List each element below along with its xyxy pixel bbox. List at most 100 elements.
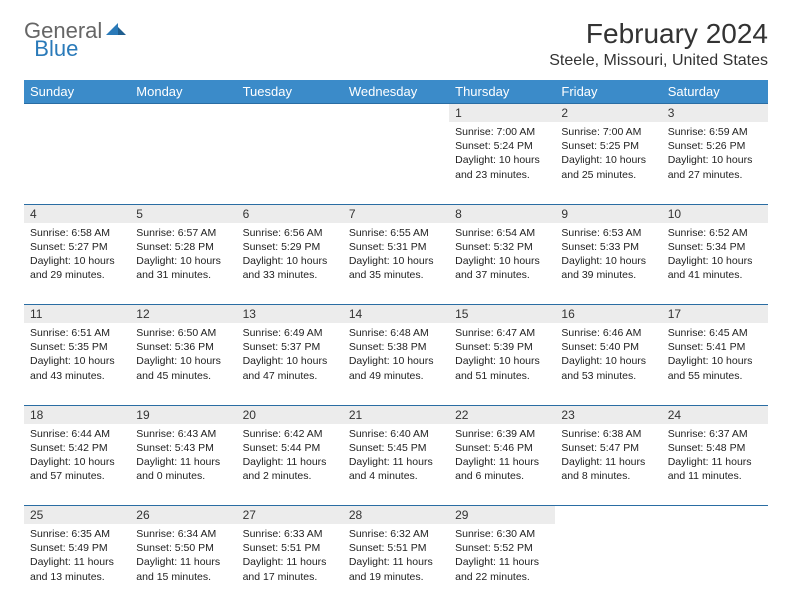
daylight-line: Daylight: 10 hours and 51 minutes. (455, 354, 549, 382)
sunset-line: Sunset: 5:36 PM (136, 340, 230, 354)
day-info-cell: Sunrise: 6:48 AMSunset: 5:38 PMDaylight:… (343, 323, 449, 405)
day-number-cell (343, 104, 449, 123)
sunset-line: Sunset: 5:44 PM (243, 441, 337, 455)
daylight-line: Daylight: 11 hours and 2 minutes. (243, 455, 337, 483)
day-info: Sunrise: 6:54 AMSunset: 5:32 PMDaylight:… (449, 223, 555, 289)
daylight-line: Daylight: 10 hours and 55 minutes. (668, 354, 762, 382)
day-info-cell: Sunrise: 6:53 AMSunset: 5:33 PMDaylight:… (555, 223, 661, 305)
day-info-cell: Sunrise: 6:52 AMSunset: 5:34 PMDaylight:… (662, 223, 768, 305)
sunset-line: Sunset: 5:34 PM (668, 240, 762, 254)
day-number: 21 (343, 406, 449, 424)
daylight-line: Daylight: 10 hours and 31 minutes. (136, 254, 230, 282)
daylight-line: Daylight: 10 hours and 33 minutes. (243, 254, 337, 282)
sunset-line: Sunset: 5:42 PM (30, 441, 124, 455)
sunrise-line: Sunrise: 6:39 AM (455, 427, 549, 441)
day-header: Thursday (449, 80, 555, 104)
day-info: Sunrise: 6:59 AMSunset: 5:26 PMDaylight:… (662, 122, 768, 188)
sunrise-line: Sunrise: 7:00 AM (561, 125, 655, 139)
sunset-line: Sunset: 5:29 PM (243, 240, 337, 254)
day-number: 29 (449, 506, 555, 524)
day-number-cell: 3 (662, 104, 768, 123)
day-info-cell: Sunrise: 6:45 AMSunset: 5:41 PMDaylight:… (662, 323, 768, 405)
day-info-cell: Sunrise: 6:32 AMSunset: 5:51 PMDaylight:… (343, 524, 449, 606)
day-info: Sunrise: 6:56 AMSunset: 5:29 PMDaylight:… (237, 223, 343, 289)
day-number: 16 (555, 305, 661, 323)
sunrise-line: Sunrise: 6:30 AM (455, 527, 549, 541)
day-info: Sunrise: 6:33 AMSunset: 5:51 PMDaylight:… (237, 524, 343, 590)
day-number-cell: 23 (555, 405, 661, 424)
day-info-cell: Sunrise: 6:44 AMSunset: 5:42 PMDaylight:… (24, 424, 130, 506)
day-number-cell: 8 (449, 204, 555, 223)
sunrise-line: Sunrise: 6:35 AM (30, 527, 124, 541)
day-info: Sunrise: 6:55 AMSunset: 5:31 PMDaylight:… (343, 223, 449, 289)
day-info-cell: Sunrise: 7:00 AMSunset: 5:24 PMDaylight:… (449, 122, 555, 204)
day-number-cell: 25 (24, 506, 130, 525)
sunset-line: Sunset: 5:27 PM (30, 240, 124, 254)
sunset-line: Sunset: 5:40 PM (561, 340, 655, 354)
day-info-cell: Sunrise: 6:34 AMSunset: 5:50 PMDaylight:… (130, 524, 236, 606)
day-info-cell: Sunrise: 6:55 AMSunset: 5:31 PMDaylight:… (343, 223, 449, 305)
location: Steele, Missouri, United States (549, 52, 768, 70)
day-info-cell: Sunrise: 6:38 AMSunset: 5:47 PMDaylight:… (555, 424, 661, 506)
daylight-line: Daylight: 10 hours and 53 minutes. (561, 354, 655, 382)
day-number: 22 (449, 406, 555, 424)
daylight-line: Daylight: 10 hours and 39 minutes. (561, 254, 655, 282)
day-info: Sunrise: 6:43 AMSunset: 5:43 PMDaylight:… (130, 424, 236, 490)
day-number-cell: 21 (343, 405, 449, 424)
day-number-cell: 20 (237, 405, 343, 424)
day-number: 9 (555, 205, 661, 223)
sunrise-line: Sunrise: 6:47 AM (455, 326, 549, 340)
day-number: 26 (130, 506, 236, 524)
day-info-cell (130, 122, 236, 204)
day-info-cell: Sunrise: 6:39 AMSunset: 5:46 PMDaylight:… (449, 424, 555, 506)
day-number: 10 (662, 205, 768, 223)
day-info: Sunrise: 6:32 AMSunset: 5:51 PMDaylight:… (343, 524, 449, 590)
day-info: Sunrise: 6:48 AMSunset: 5:38 PMDaylight:… (343, 323, 449, 389)
sunrise-line: Sunrise: 6:52 AM (668, 226, 762, 240)
daylight-line: Daylight: 10 hours and 27 minutes. (668, 153, 762, 181)
day-info: Sunrise: 6:38 AMSunset: 5:47 PMDaylight:… (555, 424, 661, 490)
day-info-cell: Sunrise: 6:59 AMSunset: 5:26 PMDaylight:… (662, 122, 768, 204)
daylight-line: Daylight: 10 hours and 25 minutes. (561, 153, 655, 181)
sunset-line: Sunset: 5:26 PM (668, 139, 762, 153)
day-info-cell (555, 524, 661, 606)
sunset-line: Sunset: 5:32 PM (455, 240, 549, 254)
brand-part2: Blue (34, 36, 78, 62)
sunset-line: Sunset: 5:51 PM (349, 541, 443, 555)
day-number: 5 (130, 205, 236, 223)
day-number-cell: 2 (555, 104, 661, 123)
day-number-cell: 18 (24, 405, 130, 424)
day-number: 17 (662, 305, 768, 323)
day-header: Saturday (662, 80, 768, 104)
day-number: 3 (662, 104, 768, 122)
day-info-cell: Sunrise: 6:58 AMSunset: 5:27 PMDaylight:… (24, 223, 130, 305)
day-info: Sunrise: 6:37 AMSunset: 5:48 PMDaylight:… (662, 424, 768, 490)
header: General Blue February 2024 Steele, Misso… (24, 18, 768, 70)
day-number-cell: 14 (343, 305, 449, 324)
day-number-cell (555, 506, 661, 525)
sunset-line: Sunset: 5:47 PM (561, 441, 655, 455)
day-info: Sunrise: 6:53 AMSunset: 5:33 PMDaylight:… (555, 223, 661, 289)
day-info: Sunrise: 6:39 AMSunset: 5:46 PMDaylight:… (449, 424, 555, 490)
sunrise-line: Sunrise: 6:46 AM (561, 326, 655, 340)
daylight-line: Daylight: 11 hours and 19 minutes. (349, 555, 443, 583)
day-info: Sunrise: 7:00 AMSunset: 5:24 PMDaylight:… (449, 122, 555, 188)
day-info-cell: Sunrise: 6:51 AMSunset: 5:35 PMDaylight:… (24, 323, 130, 405)
day-info-cell (662, 524, 768, 606)
sunset-line: Sunset: 5:25 PM (561, 139, 655, 153)
day-info-cell (237, 122, 343, 204)
daylight-line: Daylight: 11 hours and 22 minutes. (455, 555, 549, 583)
daylight-line: Daylight: 10 hours and 35 minutes. (349, 254, 443, 282)
sunrise-line: Sunrise: 6:51 AM (30, 326, 124, 340)
day-number-cell: 17 (662, 305, 768, 324)
day-number-cell: 28 (343, 506, 449, 525)
day-info-cell: Sunrise: 6:54 AMSunset: 5:32 PMDaylight:… (449, 223, 555, 305)
day-number-cell: 27 (237, 506, 343, 525)
daylight-line: Daylight: 11 hours and 11 minutes. (668, 455, 762, 483)
day-info: Sunrise: 6:47 AMSunset: 5:39 PMDaylight:… (449, 323, 555, 389)
sunrise-line: Sunrise: 6:58 AM (30, 226, 124, 240)
day-number-cell: 12 (130, 305, 236, 324)
day-header: Wednesday (343, 80, 449, 104)
day-number-cell: 24 (662, 405, 768, 424)
day-info-cell: Sunrise: 6:56 AMSunset: 5:29 PMDaylight:… (237, 223, 343, 305)
